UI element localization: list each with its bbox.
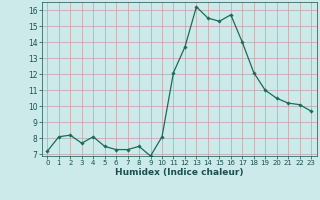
X-axis label: Humidex (Indice chaleur): Humidex (Indice chaleur)	[115, 168, 244, 177]
